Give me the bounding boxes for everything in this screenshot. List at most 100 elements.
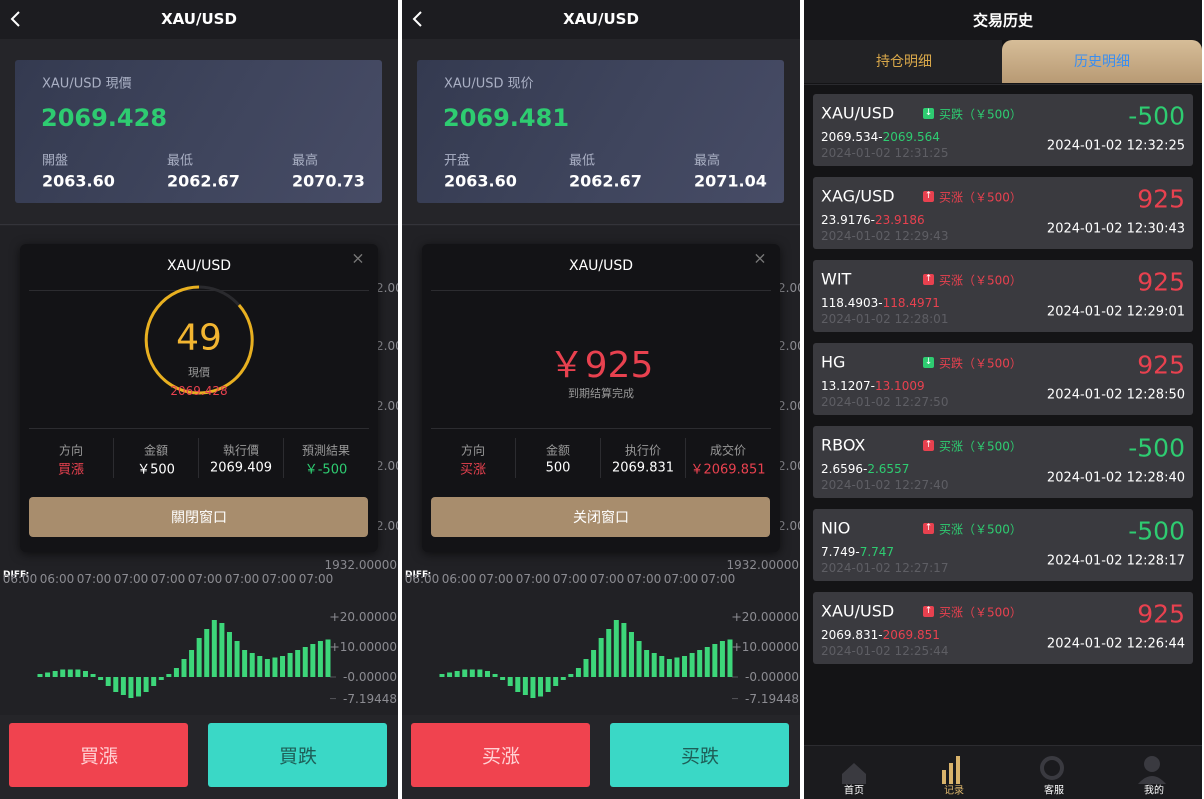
field-value: ￥-500 <box>304 462 348 478</box>
price-axis-label: 1932.00000 <box>324 558 397 572</box>
time-label: 07:00 <box>261 572 297 586</box>
price-axis-label: 2.00000 <box>376 281 398 295</box>
tab[interactable]: 持仓明细 <box>804 40 1002 83</box>
price-separator: - <box>878 130 883 144</box>
tab[interactable]: 历史明细 <box>1002 40 1202 83</box>
open-price: 7.749 <box>821 545 856 559</box>
macd-bar <box>98 677 104 680</box>
macd-bar <box>310 644 316 677</box>
macd-bar <box>173 668 179 677</box>
macd-bar <box>242 650 248 677</box>
history-item[interactable]: XAG/USD ↑ 买涨（￥500） 23.9176-23.9186 2024-01-0… <box>813 177 1193 249</box>
macd-bar <box>234 641 240 677</box>
price-axis-label: 2.00000 <box>778 281 800 295</box>
macd-bar <box>219 623 225 677</box>
macd-tick-label: -0.00000 <box>343 670 397 684</box>
close-time: 2024-01-02 12:30:43 <box>1046 221 1185 237</box>
modal-close-x[interactable]: × <box>753 248 767 268</box>
trade-button[interactable]: 买涨 <box>411 723 590 787</box>
divider <box>804 84 1202 85</box>
history-item[interactable]: XAU/USD ↑ 买涨（￥500） 2069.831-2069.851 2024-01… <box>813 592 1193 664</box>
price-axis-label: 2.00000 <box>376 399 398 413</box>
time-label: 07:00 <box>76 572 112 586</box>
back-button[interactable] <box>0 0 30 39</box>
header <box>804 0 1202 40</box>
history-item[interactable]: NIO ↑ 买涨（￥500） 7.749-7.747 2024-01-02 12:27:… <box>813 509 1193 581</box>
macd-bar <box>492 674 498 677</box>
trade-panel: XAU/USD XAU/USD 现价 2069.481 开盘 2063.60 最低 2062… <box>402 0 800 799</box>
close-time: 2024-01-02 12:29:01 <box>1046 304 1185 320</box>
price-axis-label: 2.00000 <box>778 399 800 413</box>
direction-icon: ↓ <box>923 108 934 119</box>
back-button[interactable] <box>402 0 432 39</box>
macd-bar <box>151 677 157 686</box>
nav-label[interactable]: 我的 <box>1144 785 1164 797</box>
trade-button[interactable]: 買跌 <box>208 723 387 787</box>
history-item[interactable]: XAU/USD ↓ 买跌（￥500） 2069.534-2069.564 2024-01… <box>813 94 1193 166</box>
modal-title: XAU/USD <box>568 258 634 274</box>
macd-bar <box>644 650 650 677</box>
open-time: 2024-01-02 12:31:25 <box>821 146 949 160</box>
field-value: 买涨 <box>459 462 487 478</box>
nav-label[interactable]: 首页 <box>844 785 864 797</box>
result-modal: XAU/USD × ￥925 到期结算完成 方向 买涨 金额 500 执行价 2069.831 成交… <box>422 244 780 552</box>
modal-close-x[interactable]: × <box>351 248 365 268</box>
price-separator: - <box>878 296 883 310</box>
home-icon <box>842 763 866 784</box>
header-title: XAU/USD <box>161 10 237 28</box>
time-label: 07:00 <box>626 572 662 586</box>
ring-progress <box>144 285 254 395</box>
open-time: 2024-01-02 12:27:40 <box>821 478 949 492</box>
time-label: 07:00 <box>113 572 149 586</box>
trade-button[interactable]: 买跌 <box>610 723 789 787</box>
nav-icons <box>842 756 1166 784</box>
settle-status: 到期结算完成 <box>568 387 634 400</box>
macd-bar <box>606 629 612 677</box>
result: 925 <box>1137 267 1185 297</box>
close-price: 2.6557 <box>867 462 910 476</box>
macd-chart <box>439 616 738 700</box>
history-title: 交易历史 <box>972 11 1034 30</box>
nav-label[interactable]: 记录 <box>944 785 964 797</box>
profile-icon <box>1144 756 1160 772</box>
field-separator <box>198 438 199 478</box>
quote-label: XAU/USD 現價 <box>42 76 132 92</box>
macd-bar <box>560 677 566 680</box>
macd-bar <box>530 677 536 698</box>
time-label: 07:00 <box>515 572 551 586</box>
trade-button[interactable]: 買漲 <box>9 723 188 787</box>
open-price: 118.4903 <box>821 296 879 310</box>
macd-bar <box>136 677 142 697</box>
open-time: 2024-01-02 12:28:01 <box>821 312 949 326</box>
history-item[interactable]: HG ↓ 买跌（￥500） 13.1207-13.1009 2024-01-02 12:… <box>813 343 1193 415</box>
macd-bar <box>697 650 703 677</box>
time-label: 07:00 <box>224 572 260 586</box>
trade-button-label: 买涨 <box>481 745 521 768</box>
macd-bar <box>287 653 293 677</box>
nav-label[interactable]: 客服 <box>1044 785 1064 797</box>
direction: 买跌（￥500） <box>939 107 1022 122</box>
close-button[interactable]: 關閉窗口 <box>29 497 368 537</box>
field-value: ￥500 <box>137 462 175 478</box>
history-item[interactable]: RBOX ↑ 买涨（￥500） 2.6596-2.6557 2024-01-02 12:… <box>813 426 1193 498</box>
field-label: 方向 <box>58 443 84 458</box>
stat-value: 2071.04 <box>694 171 767 191</box>
header <box>0 0 398 39</box>
macd-bar <box>636 641 642 677</box>
close-button[interactable]: 关闭窗口 <box>431 497 770 537</box>
open-time: 2024-01-02 12:27:17 <box>821 561 949 575</box>
field-value: 買漲 <box>57 462 85 478</box>
open-price: 13.1207 <box>821 379 871 393</box>
macd-bar <box>204 629 210 677</box>
history-item[interactable]: WIT ↑ 买涨（￥500） 118.4903-118.4971 2024-01-02 … <box>813 260 1193 332</box>
price-separator: - <box>870 379 875 393</box>
price-separator: - <box>878 628 883 642</box>
macd-bar <box>128 677 134 698</box>
countdown-ring <box>144 285 254 395</box>
macd-bar <box>621 623 627 677</box>
macd-bar <box>105 677 111 686</box>
macd-bar <box>82 671 88 677</box>
macd-bar <box>325 639 331 677</box>
field-label: 方向 <box>460 443 486 458</box>
open-time: 2024-01-02 12:29:43 <box>821 229 949 243</box>
